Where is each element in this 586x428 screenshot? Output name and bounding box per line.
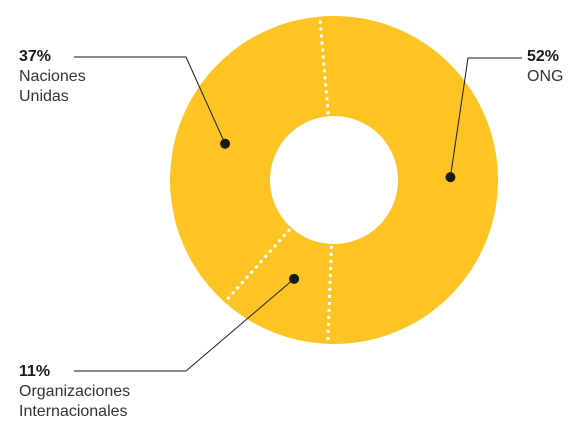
slice-percent-organizaciones-internacionales: 11% (19, 363, 51, 380)
leader-line-naciones-unidas (74, 56, 226, 144)
leader-lines (74, 56, 522, 372)
donut-slices (170, 16, 498, 345)
slice-label-ong: 52% ONG (527, 47, 563, 87)
leader-line-ong (449, 57, 522, 178)
slice-percent-ong: 52% (527, 48, 560, 65)
slice-name-ong-line1: ONG (527, 68, 564, 85)
separator-1 (326, 245, 333, 342)
slice-name-organizaciones-line1: Organizaciones (19, 383, 131, 400)
slice-name-naciones-line1: Naciones (19, 68, 86, 85)
slice-name-organizaciones-line2: Internacionales (19, 403, 128, 420)
slice-naciones-unidas (170, 16, 329, 303)
leader-dot-organizaciones-internacionales (289, 273, 300, 284)
leader-dot-naciones-unidas (220, 138, 231, 149)
slice-label-naciones-unidas: 37% Naciones Unidas (19, 47, 86, 107)
separator-0 (318, 18, 330, 115)
slice-separators (224, 18, 333, 342)
leader-line-organizaciones-internacionales (74, 278, 295, 372)
separator-2 (224, 228, 292, 302)
slice-percent-naciones-unidas: 37% (19, 48, 52, 65)
slice-ong (319, 16, 498, 345)
slice-name-naciones-line2: Unidas (19, 88, 69, 105)
leader-dot-ong (445, 172, 456, 183)
slice-label-organizaciones-internacionales: 11% Organizaciones Internacionales (19, 362, 130, 422)
